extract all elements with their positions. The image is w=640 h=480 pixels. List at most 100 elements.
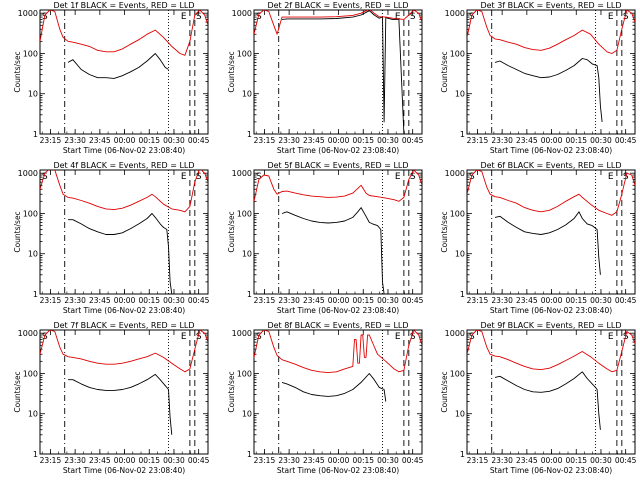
saa-marker-label: S: [410, 172, 416, 182]
y-tick-label: 1000: [18, 329, 38, 338]
x-tick-label: 23:15: [254, 296, 276, 305]
plot-frame: [39, 9, 209, 135]
x-tick-label: 00:45: [188, 456, 210, 465]
events-series-line: [281, 373, 387, 402]
y-tick-label: 10: [242, 410, 252, 419]
start-marker-label: S: [42, 172, 48, 182]
y-tick-label: 10: [242, 250, 252, 259]
panel-title: Det 9f BLACK = Events, RED = LLD: [480, 321, 621, 330]
x-tick-label: 23:15: [254, 456, 276, 465]
x-axis-label: Start Time (06-Nov-02 23:08:40): [63, 306, 185, 315]
x-tick-label: 00:45: [188, 136, 210, 145]
y-tick-label: 1000: [232, 329, 252, 338]
panel-title: Det 8f BLACK = Events, RED = LLD: [267, 321, 408, 330]
x-tick-label: 23:30: [278, 136, 300, 145]
x-axis-label: Start Time (06-Nov-02 23:08:40): [490, 146, 612, 155]
panel-title: Det 3f BLACK = Events, RED = LLD: [480, 1, 621, 10]
saa-marker-label: S: [196, 332, 202, 342]
plot-frame: [253, 329, 423, 455]
series-group: [467, 330, 635, 430]
y-tick-label: 10: [28, 90, 38, 99]
x-tick-label: 23:30: [278, 456, 300, 465]
x-tick-label: 00:15: [565, 136, 587, 145]
lld-series-line: [40, 170, 208, 213]
x-tick-label: 23:30: [278, 296, 300, 305]
saa-marker-label: S: [623, 12, 629, 22]
series-group: [40, 170, 208, 294]
panel-5: Det 5f BLACK = Events, RED = LLD 1 10 100 10…: [227, 161, 424, 315]
panel-title: Det 1f BLACK = Events, RED = LLD: [53, 1, 194, 10]
y-tick-label: 1: [247, 450, 252, 459]
start-marker-label: S: [256, 172, 262, 182]
y-tick-label: 100: [237, 49, 252, 58]
end-marker-label: E: [608, 12, 614, 22]
x-axis-label: Start Time (06-Nov-02 23:08:40): [490, 306, 612, 315]
y-tick-label: 1000: [232, 9, 252, 18]
panel-title: Det 7f BLACK = Events, RED = LLD: [53, 321, 194, 330]
plot-frame: [39, 169, 209, 295]
y-tick-label: 100: [450, 369, 465, 378]
panel-6: Det 6f BLACK = Events, RED = LLD 1 10 100 10…: [440, 161, 637, 315]
x-axis-label: Start Time (06-Nov-02 23:08:40): [63, 466, 185, 475]
x-tick-label: 00:15: [138, 456, 160, 465]
end-marker-label: E: [395, 12, 401, 22]
end-marker-label: E: [181, 332, 187, 342]
start-marker-label: S: [42, 12, 48, 22]
x-tick-label: 23:45: [516, 456, 538, 465]
x-axis-label: Start Time (06-Nov-02 23:08:40): [277, 466, 399, 475]
x-tick-label: 00:00: [541, 136, 563, 145]
x-tick-label: 23:30: [64, 456, 86, 465]
y-tick-label: 100: [450, 209, 465, 218]
events-series-line: [494, 211, 601, 275]
x-tick-label: 23:15: [467, 136, 489, 145]
start-marker-label: S: [469, 332, 475, 342]
panel-8: Det 8f BLACK = Events, RED = LLD 1 10 100 10…: [227, 321, 424, 475]
x-tick-label: 00:15: [352, 296, 374, 305]
x-axis-label: Start Time (06-Nov-02 23:08:40): [277, 306, 399, 315]
x-tick-label: 23:45: [89, 456, 111, 465]
x-tick-label: 00:45: [402, 456, 424, 465]
x-tick-label: 00:30: [377, 296, 399, 305]
x-tick-label: 23:45: [303, 136, 325, 145]
y-axis-label: Counts/sec: [440, 51, 449, 92]
y-axis-label: Counts/sec: [13, 51, 22, 92]
x-tick-label: 00:45: [188, 296, 210, 305]
y-tick-label: 1000: [18, 9, 38, 18]
x-tick-label: 23:30: [491, 136, 513, 145]
y-tick-label: 100: [23, 49, 38, 58]
y-axis-label: Counts/sec: [227, 211, 236, 252]
saa-marker-label: S: [196, 172, 202, 182]
x-tick-label: 23:15: [467, 456, 489, 465]
plot-frame: [466, 329, 636, 455]
lld-series-line: [467, 10, 635, 54]
lld-series-line: [467, 170, 635, 216]
events-series-line: [281, 10, 422, 134]
x-tick-label: 00:00: [328, 136, 350, 145]
start-marker-label: S: [469, 172, 475, 182]
series-group: [40, 330, 208, 435]
x-tick-label: 00:45: [402, 136, 424, 145]
series-group: [40, 10, 208, 79]
x-tick-label: 00:00: [114, 136, 136, 145]
panel-7: Det 7f BLACK = Events, RED = LLD 1 10 100 10…: [13, 321, 210, 475]
lld-series-line: [254, 10, 422, 35]
y-tick-label: 1: [247, 130, 252, 139]
start-marker-label: S: [469, 12, 475, 22]
x-tick-label: 00:00: [328, 456, 350, 465]
start-marker-label: S: [256, 332, 262, 342]
x-tick-label: 00:00: [114, 456, 136, 465]
x-tick-label: 00:30: [590, 296, 612, 305]
y-tick-label: 1: [33, 130, 38, 139]
events-series-line: [494, 58, 603, 122]
y-tick-label: 1000: [18, 169, 38, 178]
y-tick-label: 1000: [445, 329, 465, 338]
panel-2: Det 2f BLACK = Events, RED = LLD 1 10 100 10…: [227, 1, 424, 155]
x-tick-label: 00:45: [615, 296, 637, 305]
x-axis-label: Start Time (06-Nov-02 23:08:40): [63, 146, 185, 155]
x-tick-label: 23:15: [467, 296, 489, 305]
x-tick-label: 23:45: [303, 456, 325, 465]
plot-frame: [253, 9, 423, 135]
y-axis-label: Counts/sec: [227, 371, 236, 412]
